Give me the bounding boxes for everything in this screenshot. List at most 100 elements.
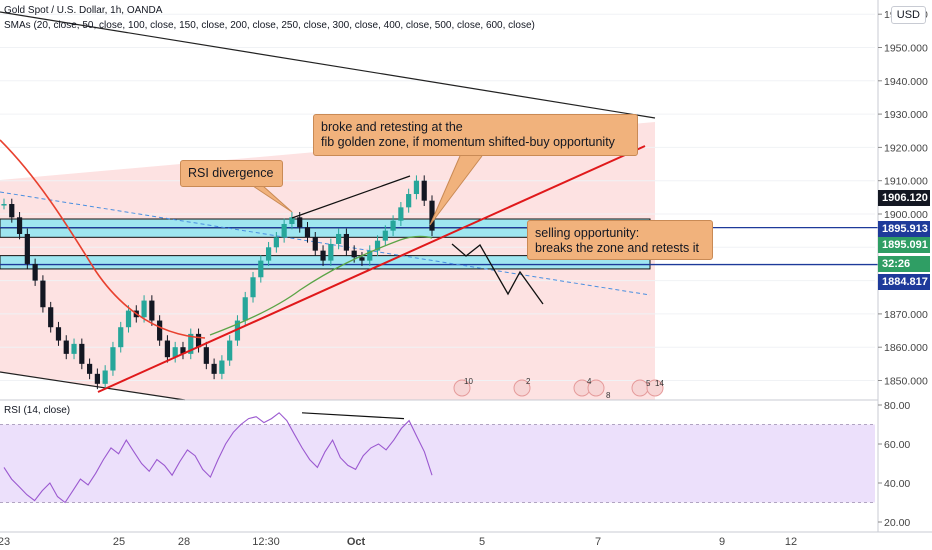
candle-body bbox=[71, 343, 77, 354]
time-tick-label: 28 bbox=[178, 536, 190, 548]
candle-body bbox=[265, 247, 272, 261]
rsi-tick-label: 40.00 bbox=[884, 478, 910, 490]
event-marker-label: 2 bbox=[526, 377, 531, 386]
candle-body bbox=[87, 363, 93, 374]
callout-rsi-divergence: RSI divergence bbox=[180, 160, 283, 187]
candle-body bbox=[9, 204, 15, 218]
price-tick-label: 1870.000 bbox=[884, 309, 928, 321]
candle-body bbox=[211, 363, 217, 374]
candle-body bbox=[55, 327, 62, 341]
candle-body bbox=[429, 200, 435, 231]
candle-body bbox=[203, 347, 209, 364]
candle-body bbox=[195, 333, 202, 348]
price-tick-label: 1860.000 bbox=[884, 342, 928, 354]
projection-path bbox=[451, 243, 544, 305]
time-tick-label: 12 bbox=[785, 536, 797, 548]
rsi-title: RSI (14, close) bbox=[4, 405, 71, 416]
candle-body bbox=[102, 370, 108, 384]
event-marker-label: 8 bbox=[606, 391, 611, 400]
rsi-divergence-line bbox=[301, 412, 405, 420]
candle-body bbox=[63, 340, 69, 354]
candle-body bbox=[336, 233, 342, 244]
price-tag: 1906.120 bbox=[878, 190, 930, 206]
price-tick-label: 1900.000 bbox=[884, 209, 928, 221]
candle-body bbox=[40, 280, 46, 308]
candle-body bbox=[24, 233, 30, 264]
callout-line-2: breaks the zone and retests it bbox=[535, 241, 699, 255]
candle-body bbox=[94, 373, 100, 384]
price-tick-label: 1940.000 bbox=[884, 76, 928, 88]
callout-line-1: selling opportunity: bbox=[535, 226, 640, 240]
time-tick-label: Oct bbox=[347, 536, 366, 548]
candle-body bbox=[390, 220, 396, 231]
candle-body bbox=[273, 237, 279, 248]
candle-body bbox=[398, 207, 404, 221]
time-tick-label: 12:30 bbox=[252, 536, 280, 548]
candle-body bbox=[304, 227, 311, 238]
event-marker-icon bbox=[453, 379, 471, 397]
candle-body bbox=[118, 327, 124, 348]
rsi-band bbox=[0, 424, 875, 503]
candle-body bbox=[16, 217, 23, 234]
candle-body bbox=[343, 233, 349, 251]
currency-button[interactable]: USD bbox=[890, 6, 926, 24]
candle-body bbox=[234, 320, 241, 341]
rsi-tick-label: 80.00 bbox=[884, 400, 910, 412]
price-tick-label: 1850.000 bbox=[884, 376, 928, 388]
chart-title: Gold Spot / U.S. Dollar, 1h, OANDA bbox=[4, 5, 163, 16]
candle-body bbox=[413, 180, 420, 195]
candle-body bbox=[374, 240, 381, 251]
price-tick-label: 1910.000 bbox=[884, 176, 928, 188]
price-tag: 32:26 bbox=[878, 256, 930, 272]
price-tag: 1884.817 bbox=[878, 274, 930, 290]
price-tick-label: 1930.000 bbox=[884, 109, 928, 121]
callout-fib-retest: broke and retesting at the fib golden zo… bbox=[313, 114, 638, 156]
callout-line-1: broke and retesting at the bbox=[321, 120, 463, 134]
candle-body bbox=[188, 333, 194, 354]
candle-body bbox=[164, 340, 171, 358]
price-divergence-line bbox=[291, 175, 411, 219]
sma-green bbox=[209, 235, 433, 336]
uptrend-line bbox=[97, 145, 646, 393]
sma-red bbox=[0, 139, 206, 339]
event-marker-icon bbox=[587, 379, 605, 397]
candle-body bbox=[281, 223, 287, 238]
event-marker-icon bbox=[646, 379, 664, 397]
candle-body bbox=[297, 217, 303, 228]
candle-body bbox=[406, 194, 412, 208]
time-tick-label: 25 bbox=[113, 536, 125, 548]
candle-body bbox=[351, 250, 357, 258]
candle-body bbox=[328, 243, 334, 261]
callout-selling: selling opportunity: breaks the zone and… bbox=[527, 220, 713, 260]
candle-body bbox=[1, 204, 7, 206]
callout-pointer bbox=[429, 155, 483, 226]
candle-body bbox=[227, 340, 233, 361]
candle-body bbox=[79, 343, 85, 364]
candle-body bbox=[48, 307, 54, 328]
callout-text: RSI divergence bbox=[188, 166, 274, 180]
candle-body bbox=[125, 310, 132, 328]
event-marker-icon bbox=[513, 379, 531, 397]
channel-upper-line bbox=[0, 11, 656, 119]
rsi-tick-label: 60.00 bbox=[884, 439, 910, 451]
candle-body bbox=[32, 263, 38, 281]
candle-body bbox=[421, 180, 427, 201]
candle-body bbox=[320, 250, 326, 261]
candle-body bbox=[359, 257, 365, 261]
rsi-tick-label: 20.00 bbox=[884, 517, 910, 529]
candles bbox=[1, 175, 435, 390]
candle-body bbox=[110, 347, 116, 371]
candle-body bbox=[367, 250, 373, 261]
time-tick-label: 23 bbox=[0, 536, 10, 548]
candle-body bbox=[289, 217, 295, 224]
price-tick-label: 1920.000 bbox=[884, 142, 928, 154]
candle-body bbox=[149, 300, 155, 321]
candle-body bbox=[157, 320, 163, 341]
price-tick-label: 1950.000 bbox=[884, 43, 928, 55]
candle-body bbox=[180, 347, 186, 354]
event-marker-label: 14 bbox=[655, 379, 664, 388]
candle-body bbox=[312, 237, 318, 251]
candle-body bbox=[382, 230, 388, 241]
